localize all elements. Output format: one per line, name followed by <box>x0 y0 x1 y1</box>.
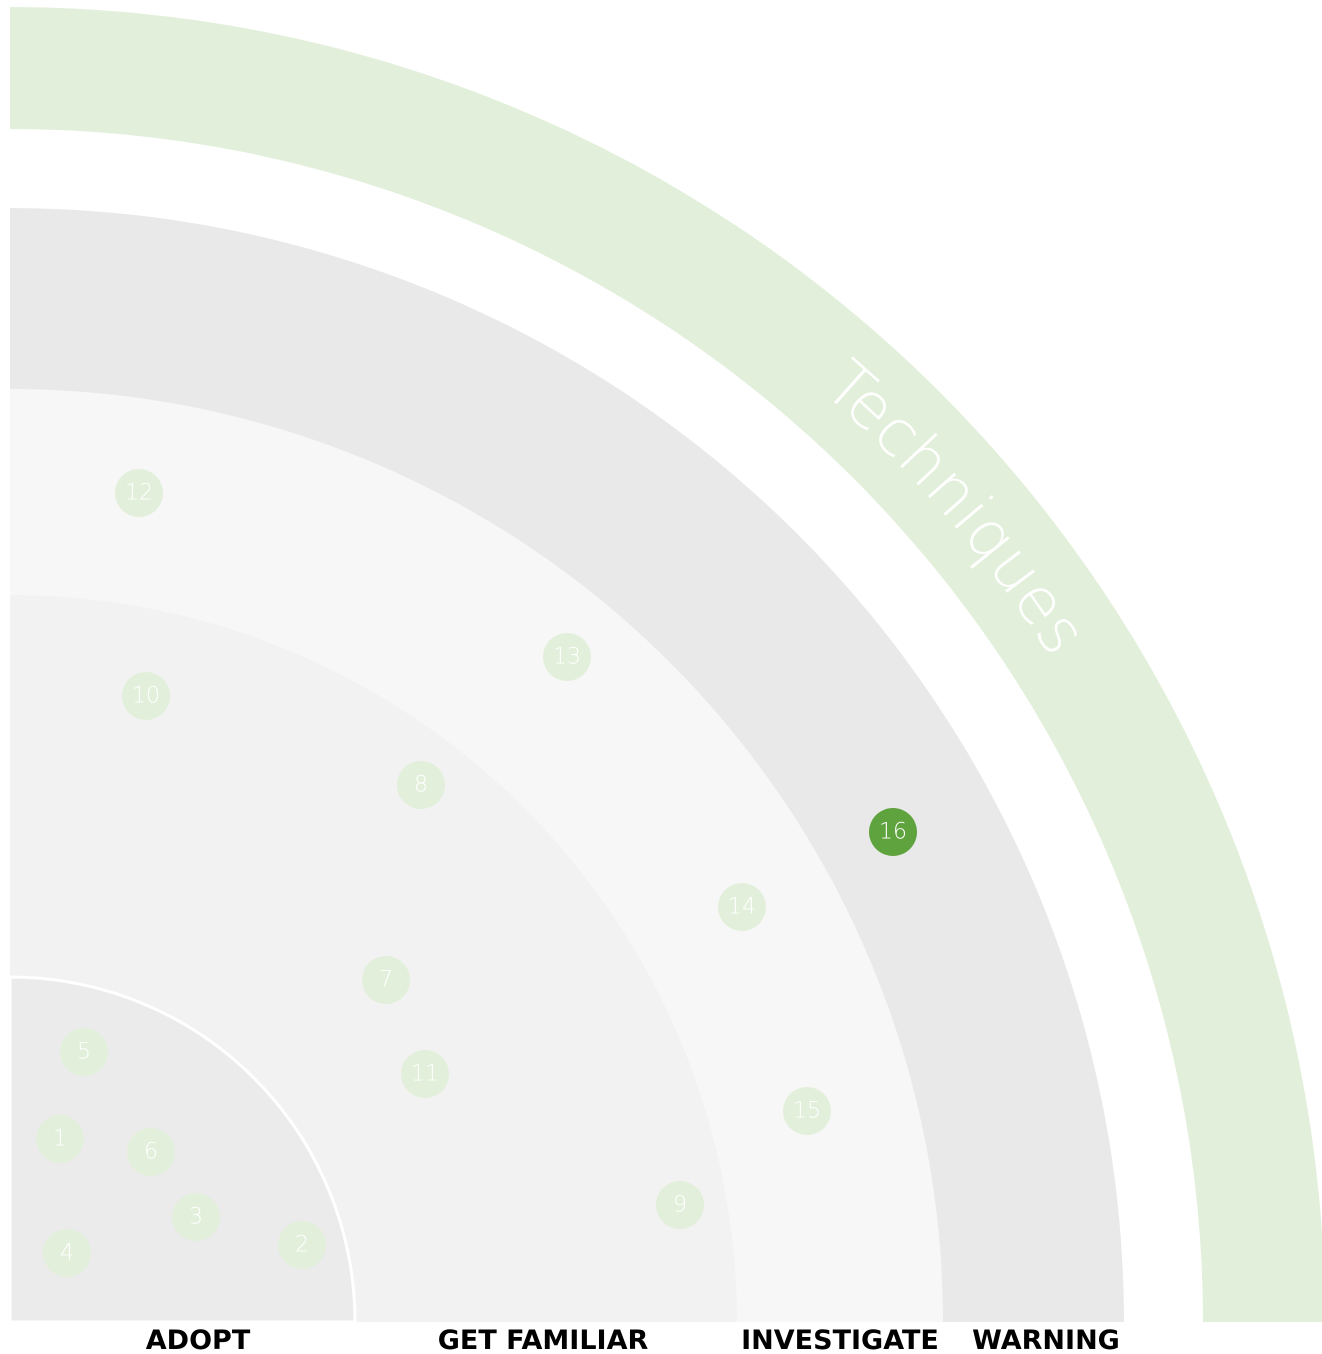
blip-circle <box>397 761 445 809</box>
blip: 13 <box>543 633 591 681</box>
blip-circle <box>127 1128 175 1176</box>
blip: 5 <box>60 1028 108 1076</box>
blip-circle <box>783 1087 831 1135</box>
blip: 16 <box>869 808 917 856</box>
blip-circle <box>401 1050 449 1098</box>
blip-label: 4 <box>60 1241 74 1266</box>
quadrant-band <box>10 7 1322 1322</box>
ring-label: GET FAMILIAR <box>438 1325 649 1354</box>
blip-circle <box>362 956 410 1004</box>
ring-label: WARNING <box>972 1325 1120 1354</box>
blip-circle <box>172 1193 220 1241</box>
blip-circle <box>718 883 766 931</box>
blip-circle <box>869 808 917 856</box>
blip: 1 <box>36 1115 84 1163</box>
blip: 8 <box>397 761 445 809</box>
blip-circle <box>60 1028 108 1076</box>
blip-circle <box>278 1221 326 1269</box>
blip-label: 16 <box>879 820 907 845</box>
blip-circle <box>36 1115 84 1163</box>
blip: 12 <box>115 469 163 517</box>
blip-circle <box>43 1229 91 1277</box>
blip-circle <box>122 672 170 720</box>
blip-label: 7 <box>379 968 393 993</box>
blip-circle <box>656 1181 704 1229</box>
blip-label: 9 <box>673 1193 687 1218</box>
ring-label: ADOPT <box>146 1325 251 1354</box>
blip-label: 11 <box>411 1062 439 1087</box>
blip: 9 <box>656 1181 704 1229</box>
blip: 7 <box>362 956 410 1004</box>
blip-label: 6 <box>144 1140 158 1165</box>
ring-label: INVESTIGATE <box>741 1325 939 1354</box>
blip-label: 8 <box>414 773 428 798</box>
blip-label: 2 <box>295 1233 309 1258</box>
blip: 11 <box>401 1050 449 1098</box>
blip-circle <box>115 469 163 517</box>
blip-label: 15 <box>793 1099 821 1124</box>
blip: 14 <box>718 883 766 931</box>
blip-label: 5 <box>77 1040 91 1065</box>
blip-label: 3 <box>189 1205 203 1230</box>
blip-label: 10 <box>132 684 160 709</box>
blip: 2 <box>278 1221 326 1269</box>
blip-label: 13 <box>553 645 581 670</box>
blip: 3 <box>172 1193 220 1241</box>
blip-label: 1 <box>53 1127 67 1152</box>
blip-label: 14 <box>728 895 756 920</box>
blip: 10 <box>122 672 170 720</box>
blip-label: 12 <box>125 481 153 506</box>
blip: 6 <box>127 1128 175 1176</box>
blip: 4 <box>43 1229 91 1277</box>
blip-circle <box>543 633 591 681</box>
blip: 15 <box>783 1087 831 1135</box>
